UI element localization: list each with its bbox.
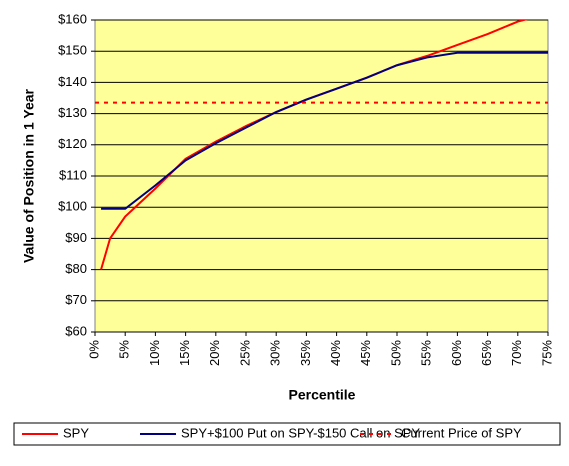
line bbox=[101, 51, 548, 210]
x-tick-label: 60% bbox=[449, 340, 464, 366]
x-tick-label: 30% bbox=[268, 340, 283, 366]
x-tick-label: 35% bbox=[298, 340, 313, 366]
x-tick-label: 25% bbox=[237, 340, 252, 366]
x-tick-label: 50% bbox=[388, 340, 403, 366]
y-tick-label: $120 bbox=[58, 136, 87, 151]
x-tick-label: 40% bbox=[328, 340, 343, 366]
y-tick-label: $70 bbox=[65, 292, 87, 307]
x-tick-label: 65% bbox=[479, 340, 494, 366]
y-tick-label: $130 bbox=[58, 105, 87, 120]
y-tick-label: $100 bbox=[58, 199, 87, 214]
x-tick-label: 70% bbox=[509, 340, 524, 366]
x-axis-title: Percentile bbox=[289, 387, 356, 403]
x-tick-label: 75% bbox=[539, 340, 554, 366]
y-axis-title: Value of Position in 1 Year bbox=[21, 88, 37, 263]
y-tick-label: $60 bbox=[65, 323, 87, 338]
x-tick-label: 20% bbox=[207, 340, 222, 366]
y-tick-label: $80 bbox=[65, 261, 87, 276]
legend-label: Current Price of SPY bbox=[401, 425, 522, 440]
legend bbox=[13, 422, 561, 446]
legend-label: SPY+$100 Put on SPY-$150 Call on SPY bbox=[181, 425, 420, 440]
legend-label: SPY bbox=[63, 425, 89, 440]
y-tick-label: $160 bbox=[58, 11, 87, 26]
y-tick-label: $90 bbox=[65, 230, 87, 245]
x-tick-label: 55% bbox=[419, 340, 434, 366]
x-tick-label: 45% bbox=[358, 340, 373, 366]
y-tick-label: $110 bbox=[59, 167, 87, 182]
y-tick-label: $140 bbox=[58, 74, 87, 89]
series-layer bbox=[95, 20, 548, 270]
x-tick-label: 15% bbox=[177, 340, 192, 366]
y-tick-label: $150 bbox=[58, 43, 87, 58]
x-tick-label: 10% bbox=[147, 340, 162, 366]
x-tick-label: 0% bbox=[86, 340, 101, 359]
x-tick-label: 5% bbox=[117, 340, 132, 359]
